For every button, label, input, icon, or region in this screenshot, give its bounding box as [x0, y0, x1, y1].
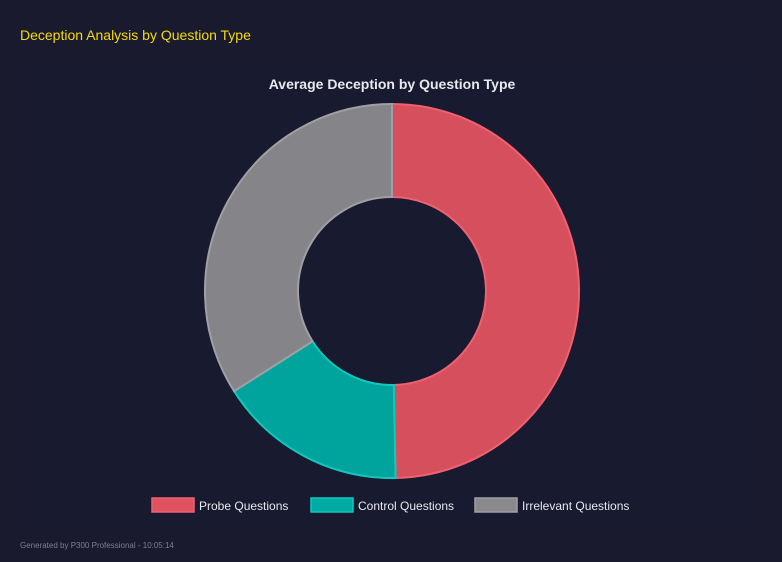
chart-title: Average Deception by Question Type — [269, 76, 516, 92]
slice-probe-questions[interactable] — [391, 102, 581, 479]
legend-swatch — [310, 497, 354, 513]
legend-swatch — [151, 497, 195, 513]
footer-text: Generated by P300 Professional - 10:05:1… — [20, 541, 174, 550]
slice-control-questions[interactable] — [232, 339, 397, 479]
page-title: Deception Analysis by Question Type — [20, 27, 251, 43]
legend-label: Irrelevant Questions — [522, 499, 629, 513]
legend-swatch — [474, 497, 518, 513]
legend-item[interactable]: Probe Questions — [151, 497, 288, 513]
legend-item[interactable]: Irrelevant Questions — [474, 497, 629, 513]
slice-irrelevant-questions[interactable] — [204, 102, 393, 393]
legend-item[interactable]: Control Questions — [310, 497, 454, 513]
legend-label: Control Questions — [358, 499, 454, 513]
legend-label: Probe Questions — [199, 499, 288, 513]
